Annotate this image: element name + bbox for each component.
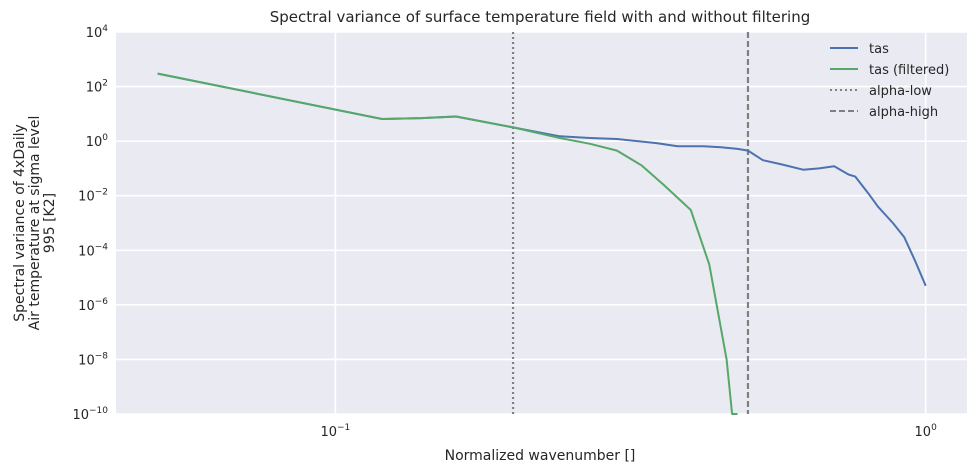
x-axis-ticks: 10−1 100 [320,423,937,440]
y-axis-label: Spectral variance of 4xDaily Air tempera… [12,116,58,331]
series-lines [157,72,927,415]
plot-area [116,32,967,414]
x-tick-label: 10−1 [320,423,350,440]
y-tick-label: 10−8 [78,351,108,368]
y-axis-label-line-1: Spectral variance of 4xDaily [12,124,28,322]
grid-lines [116,31,967,415]
y-tick-label: 10−6 [78,297,108,314]
y-axis-ticks: 104 102 100 10−2 10−4 10−6 10−8 10−10 [72,24,108,423]
y-tick-label: 100 [86,133,109,150]
y-tick-label: 102 [86,79,108,96]
legend-label: alpha-high [869,105,938,120]
threshold-lines [511,32,750,414]
chart-title: Spectral variance of surface temperature… [270,8,810,26]
x-tick-label: 100 [915,423,938,440]
y-axis-label-line-2: Air temperature at sigma level [27,116,43,331]
legend-label: tas (filtered) [869,63,949,78]
y-tick-label: 10−10 [72,406,108,423]
x-axis-label: Normalized wavenumber [] [445,448,636,464]
legend-label: alpha-low [869,84,932,99]
y-axis-label-line-3: 995 [K2] [42,193,58,253]
legend: tas tas (filtered) alpha-low alpha-high [830,42,949,120]
tas (filtered)-series-line [157,72,738,415]
y-tick-label: 104 [86,24,109,41]
y-tick-label: 10−4 [78,242,108,259]
y-tick-label: 10−2 [78,188,108,205]
legend-label: tas [869,42,889,57]
